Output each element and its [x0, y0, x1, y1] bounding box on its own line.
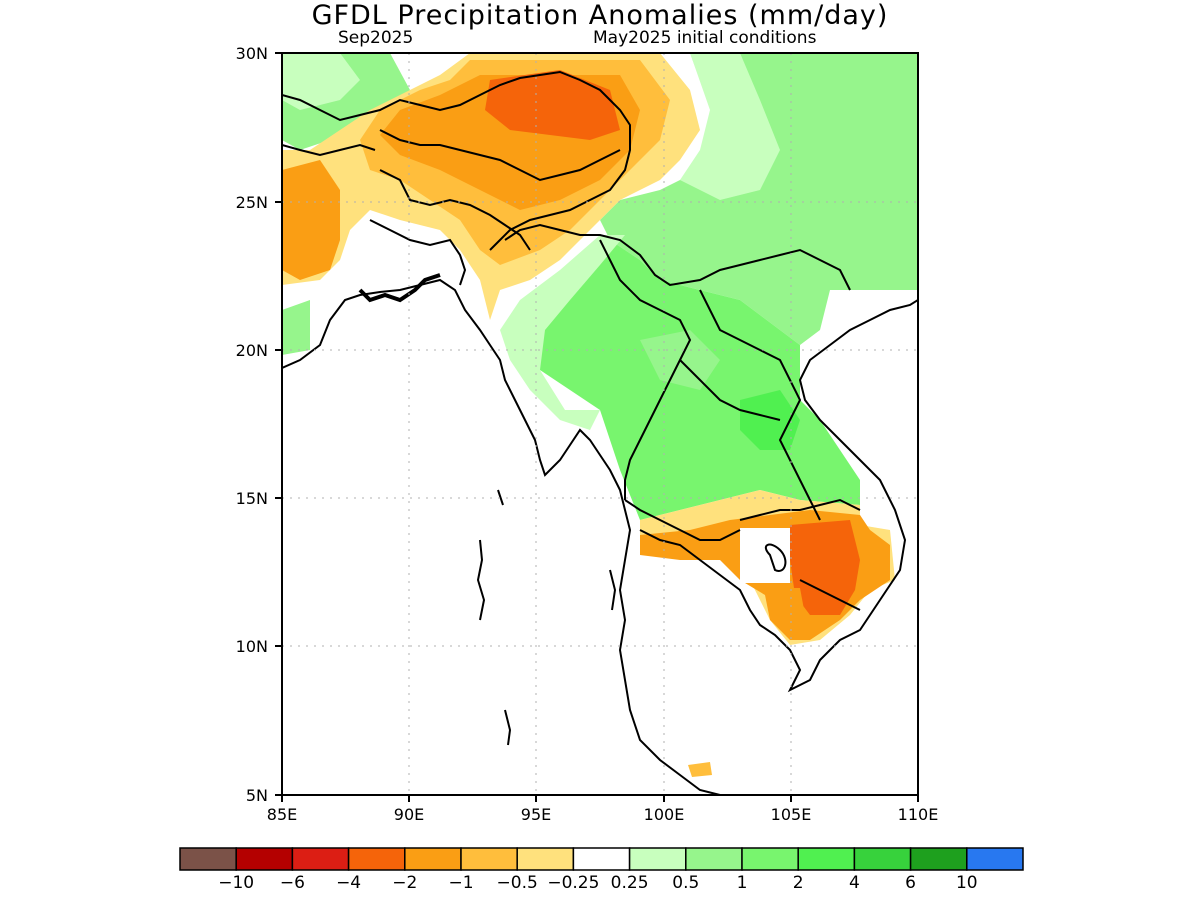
colorbar-label: 1: [737, 873, 748, 893]
colorbar: [179, 847, 1024, 871]
colorbar-label: 6: [905, 873, 916, 893]
lat-tick-label: 20N: [236, 341, 268, 360]
colorbar-label: −1: [448, 873, 473, 893]
colorbar-box: [460, 847, 518, 871]
wet-anomaly-bay: [282, 300, 310, 355]
colorbar-label: 0.5: [672, 873, 699, 893]
dry-anomaly-north-peak: [485, 70, 620, 140]
colorbar-label: 10: [956, 873, 978, 893]
lat-tick-label: 15N: [236, 489, 268, 508]
colorbar-box: [179, 847, 237, 871]
colorbar-label: −4: [336, 873, 361, 893]
wet-anomaly-strong: [740, 390, 800, 450]
dry-anomaly-west: [282, 160, 340, 280]
lon-tick-labels: 85E 90E 95E 100E 105E 110E: [267, 805, 939, 824]
colorbar-label: −6: [280, 873, 305, 893]
neutral-cell: [740, 528, 790, 583]
colorbar-label: −10: [218, 873, 254, 893]
colorbar-label: −0.5: [497, 873, 538, 893]
dry-anomaly-south-core: [790, 520, 860, 615]
lon-tick-label: 85E: [267, 805, 297, 824]
map-frame: [281, 52, 919, 796]
dry-anomaly-south-west: [765, 588, 805, 615]
colorbar-label: −2: [392, 873, 417, 893]
colorbar-box: [685, 847, 743, 871]
colorbar-box: [516, 847, 575, 871]
colorbar-box: [853, 847, 912, 871]
colorbar-labels: −10 −6 −4 −2 −1 −0.5 −0.25 0.25 0.5 1 2 4 6 10: [218, 873, 977, 893]
lon-tick-label: 90E: [394, 805, 424, 824]
wet-anomaly-light-band: [500, 235, 625, 430]
colorbar-box: [291, 847, 350, 871]
lat-tick-label: 5N: [246, 786, 268, 805]
colorbar-box: [628, 847, 687, 871]
colorbar-box: [741, 847, 799, 871]
colorbar-box: [404, 847, 462, 871]
lon-tick-label: 95E: [521, 805, 551, 824]
colorbar-label: 0.25: [611, 873, 649, 893]
wet-anomaly-light-ne: [680, 53, 780, 200]
lat-tick-label: 10N: [236, 637, 268, 656]
wet-anomaly-west-light: [282, 53, 360, 110]
gridlines: [282, 53, 918, 795]
colorbar-box: [347, 847, 406, 871]
lat-tick-label: 30N: [236, 44, 268, 63]
colorbar-label: −0.25: [547, 873, 599, 893]
initial-conditions-label: May2025 initial conditions: [593, 28, 817, 48]
colorbar-box: [909, 847, 968, 871]
map-title: GFDL Precipitation Anomalies (mm/day): [311, 0, 889, 31]
lat-tick-labels: 5N 10N 15N 20N 25N 30N: [236, 44, 268, 805]
colorbar-box: [797, 847, 856, 871]
tick-marks: [275, 52, 919, 802]
lon-tick-label: 105E: [771, 805, 812, 824]
lon-tick-label: 110E: [898, 805, 939, 824]
colorbar-box: [572, 847, 631, 871]
wet-anomaly-north: [600, 53, 918, 345]
colorbar-label: 2: [793, 873, 804, 893]
colorbar-box: [235, 847, 294, 871]
dry-anomaly-speck: [688, 762, 712, 777]
coastlines-and-borders: [282, 70, 918, 795]
forecast-month-label: Sep2025: [338, 28, 414, 48]
lat-tick-label: 25N: [236, 193, 268, 212]
colorbar-box: [966, 847, 1024, 871]
anomaly-shading: [282, 53, 918, 777]
lon-tick-label: 100E: [644, 805, 685, 824]
colorbar-label: 4: [849, 873, 860, 893]
